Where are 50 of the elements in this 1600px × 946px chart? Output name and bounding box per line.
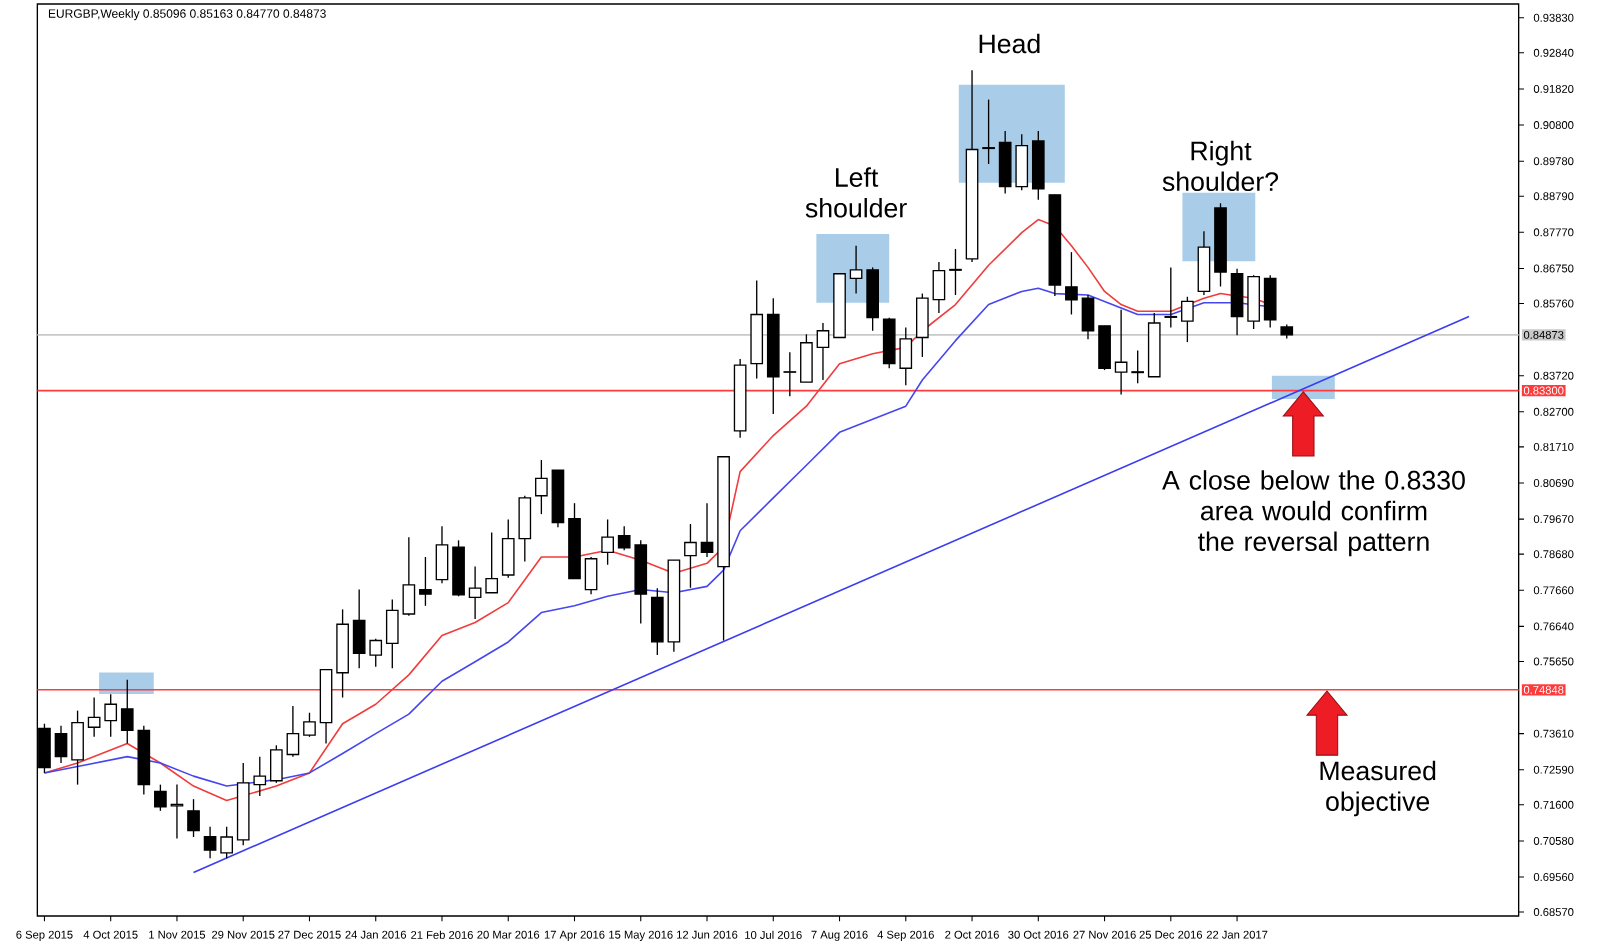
- candlestick: [402, 536, 416, 617]
- annotation: Left shoulder: [805, 167, 907, 218]
- candlestick: [982, 98, 995, 165]
- candlestick: [419, 556, 432, 607]
- candlestick: [385, 598, 399, 669]
- annotation: Measured objective: [1320, 760, 1436, 817]
- candlestick: [1164, 266, 1178, 329]
- candlestick: [1230, 268, 1244, 337]
- candlestick: [1098, 325, 1111, 371]
- annotation: Right shoulder?: [1162, 140, 1279, 192]
- candlestick: [104, 693, 118, 738]
- candlestick: [468, 565, 482, 620]
- candlestick: [932, 261, 946, 314]
- candlestick: [535, 459, 548, 515]
- candlestick: [1031, 130, 1045, 201]
- candlestick: [485, 531, 499, 594]
- annotation: Head: [979, 33, 1040, 54]
- candlestick: [54, 725, 68, 764]
- candlestick: [154, 783, 167, 812]
- candlestick: [601, 518, 614, 566]
- candlestick: [650, 587, 664, 656]
- candlestick: [286, 705, 300, 758]
- candlestick: [866, 266, 880, 332]
- candlestick: [949, 248, 962, 296]
- candlestick: [87, 696, 101, 738]
- candlestick: [452, 539, 465, 597]
- candlestick: [584, 556, 598, 595]
- candlestick: [1247, 274, 1260, 330]
- candlestick: [1181, 296, 1194, 343]
- candlestick: [435, 525, 449, 584]
- candlestick: [1065, 251, 1078, 316]
- candlestick: [816, 322, 830, 381]
- candlestick: [270, 744, 283, 784]
- candlestick: [1131, 349, 1145, 384]
- candlestick: [1197, 230, 1211, 296]
- candlestick: [684, 523, 697, 589]
- candlestick: [187, 798, 200, 838]
- candlestick: [71, 709, 84, 786]
- candlestick: [700, 502, 714, 558]
- candlestick: [170, 783, 184, 840]
- annotation: A close below the 0.8330 area would confirm the reversal pattern: [1162, 470, 1465, 557]
- candlestick: [1114, 309, 1128, 396]
- candlestick: [220, 826, 234, 859]
- candlestick: [1263, 274, 1277, 329]
- candlestick: [849, 245, 863, 295]
- candlestick: [916, 292, 929, 358]
- candlestick: [203, 826, 217, 859]
- candlestick: [800, 333, 813, 383]
- candlestick: [1081, 294, 1095, 340]
- candlestick: [303, 712, 316, 738]
